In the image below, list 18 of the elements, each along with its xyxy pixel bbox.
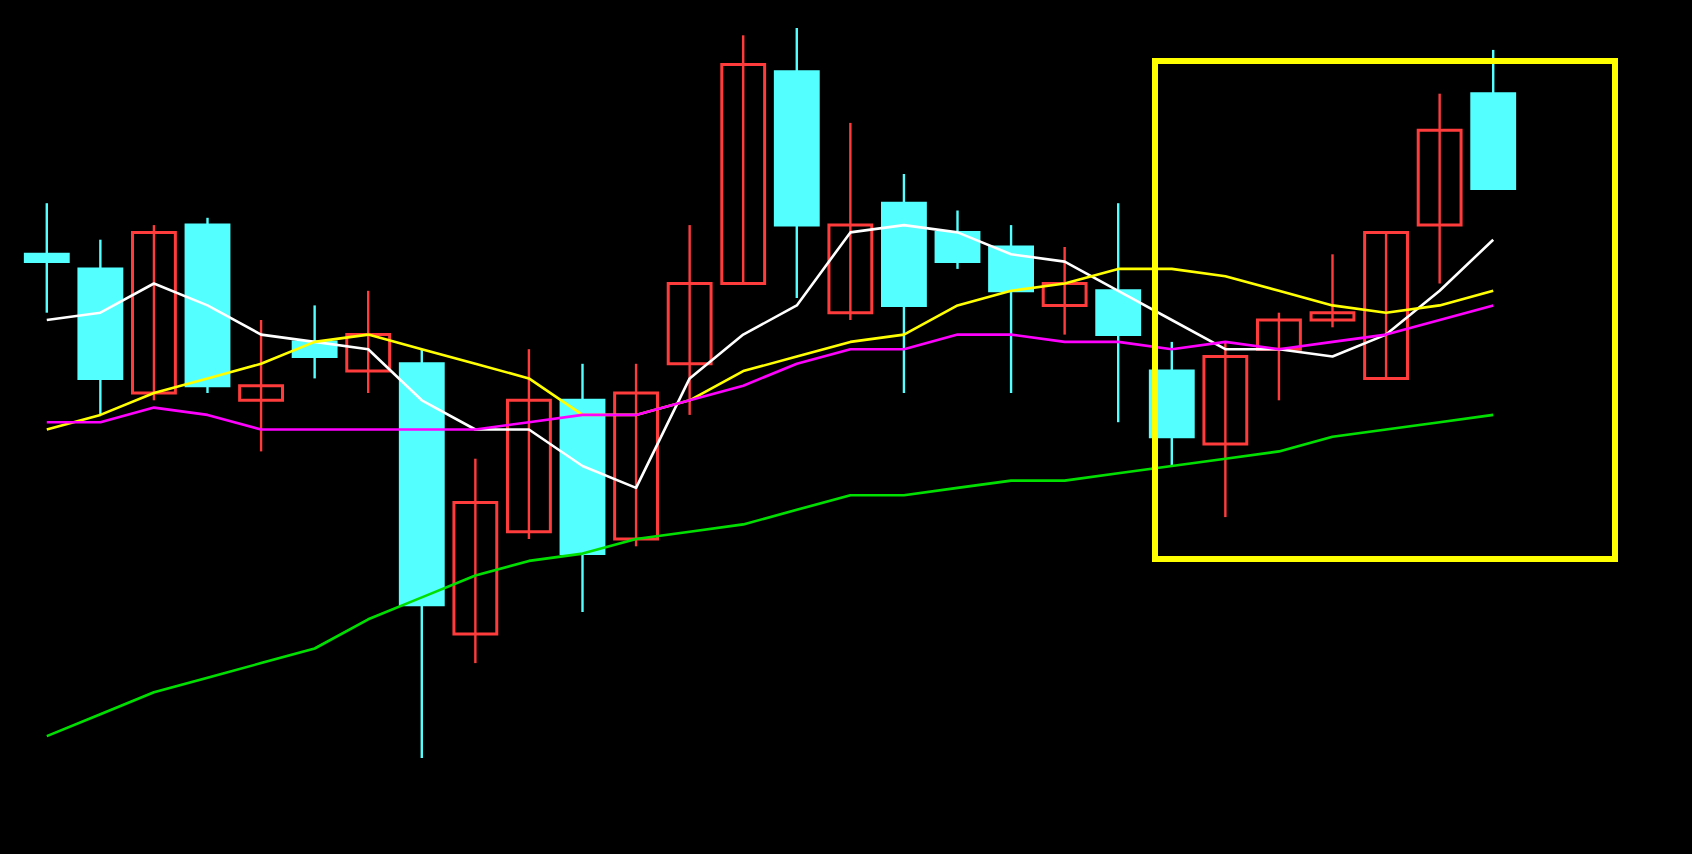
candlestick bbox=[720, 34, 767, 285]
candlestick bbox=[827, 121, 874, 322]
candlestick bbox=[1416, 92, 1463, 285]
candlestick bbox=[988, 223, 1034, 395]
candlestick bbox=[1309, 253, 1356, 329]
candlestick bbox=[1202, 340, 1249, 519]
candlestick bbox=[1095, 202, 1142, 424]
candlestick bbox=[238, 318, 284, 453]
candlestick bbox=[666, 223, 713, 417]
candlestick bbox=[1363, 230, 1409, 380]
candlestick bbox=[934, 209, 981, 271]
candlestick bbox=[452, 457, 499, 665]
candlestick bbox=[23, 202, 70, 314]
candlestick bbox=[506, 348, 552, 541]
candlestick bbox=[1041, 245, 1088, 336]
candlestick bbox=[613, 362, 659, 548]
candlestick bbox=[131, 223, 177, 402]
candlestick bbox=[345, 289, 392, 395]
